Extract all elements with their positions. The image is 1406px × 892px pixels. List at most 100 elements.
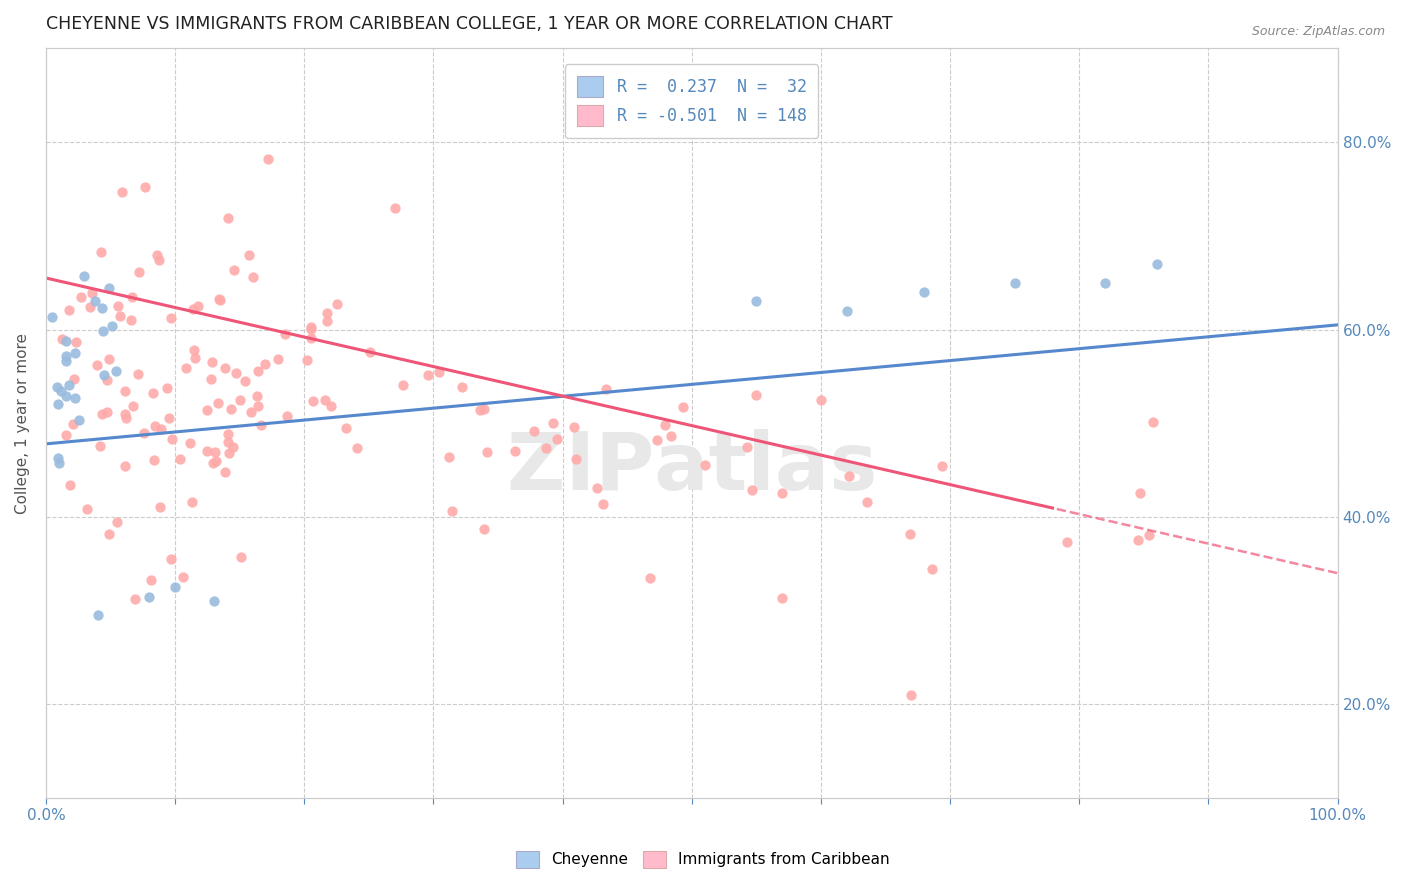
Point — [204, 444, 226, 458]
Point — [121, 290, 143, 304]
Point — [299, 331, 322, 345]
Point — [427, 365, 450, 379]
Point — [856, 494, 879, 508]
Point — [1146, 257, 1168, 271]
Point — [273, 327, 295, 342]
Point — [91, 324, 114, 338]
Point — [59, 478, 82, 492]
Point — [124, 592, 146, 607]
Point — [128, 265, 150, 279]
Point — [207, 395, 229, 409]
Point — [299, 322, 322, 336]
Point — [97, 281, 120, 295]
Point — [183, 343, 205, 357]
Point — [97, 352, 120, 367]
Point — [661, 428, 683, 442]
Point — [770, 591, 793, 605]
Point — [267, 351, 290, 366]
Point — [86, 358, 108, 372]
Point — [174, 360, 197, 375]
Point — [441, 504, 464, 518]
Point — [741, 483, 763, 497]
Point — [201, 355, 224, 369]
Point — [73, 269, 96, 284]
Point — [145, 419, 167, 434]
Point — [96, 404, 118, 418]
Point — [218, 211, 240, 226]
Text: Source: ZipAtlas.com: Source: ZipAtlas.com — [1251, 25, 1385, 38]
Point — [225, 367, 247, 381]
Legend: Cheyenne, Immigrants from Caribbean: Cheyenne, Immigrants from Caribbean — [510, 845, 896, 873]
Point — [321, 400, 343, 414]
Point — [838, 469, 860, 483]
Point — [62, 417, 84, 431]
Point — [134, 426, 156, 441]
Point — [541, 416, 564, 430]
Point — [418, 368, 440, 382]
Point — [149, 500, 172, 514]
Point — [127, 367, 149, 381]
Point — [472, 402, 495, 417]
Point — [55, 334, 77, 348]
Point — [218, 446, 240, 460]
Point — [654, 418, 676, 433]
Point — [46, 451, 69, 466]
Point — [451, 380, 474, 394]
Point — [48, 456, 70, 470]
Point — [58, 377, 80, 392]
Point — [470, 403, 492, 417]
Point — [55, 389, 77, 403]
Point — [214, 465, 236, 479]
Point — [246, 364, 269, 378]
Point — [134, 180, 156, 194]
Point — [931, 458, 953, 473]
Point — [246, 389, 269, 403]
Point — [1094, 276, 1116, 290]
Point — [221, 402, 243, 417]
Point — [638, 571, 661, 585]
Point — [108, 309, 131, 323]
Point — [200, 372, 222, 386]
Point — [222, 440, 245, 454]
Point — [586, 481, 609, 495]
Point — [58, 303, 80, 318]
Point — [592, 497, 614, 511]
Point — [202, 594, 225, 608]
Text: ZIP​atlas: ZIP​atlas — [506, 429, 877, 508]
Point — [231, 549, 253, 564]
Point — [208, 293, 231, 308]
Point — [335, 421, 357, 435]
Point — [475, 445, 498, 459]
Point — [1004, 276, 1026, 290]
Point — [65, 335, 87, 350]
Point — [359, 345, 381, 359]
Point — [76, 502, 98, 516]
Point — [1142, 415, 1164, 429]
Point — [160, 432, 183, 446]
Point — [91, 407, 114, 421]
Point — [65, 345, 87, 359]
Point — [51, 332, 73, 346]
Point — [205, 454, 228, 468]
Point — [195, 403, 218, 417]
Point — [505, 443, 527, 458]
Point — [143, 452, 166, 467]
Point — [745, 294, 768, 309]
Point — [900, 688, 922, 702]
Point — [165, 580, 187, 594]
Point — [1139, 528, 1161, 542]
Point — [276, 409, 298, 424]
Point — [184, 351, 207, 366]
Point — [523, 424, 546, 438]
Y-axis label: College, 1 year or more: College, 1 year or more — [15, 333, 30, 514]
Point — [835, 303, 858, 318]
Point — [595, 382, 617, 396]
Point — [472, 522, 495, 536]
Point — [536, 441, 558, 455]
Point — [810, 392, 832, 407]
Point — [437, 450, 460, 464]
Point — [297, 352, 319, 367]
Point — [114, 384, 136, 398]
Point — [314, 393, 336, 408]
Point — [214, 360, 236, 375]
